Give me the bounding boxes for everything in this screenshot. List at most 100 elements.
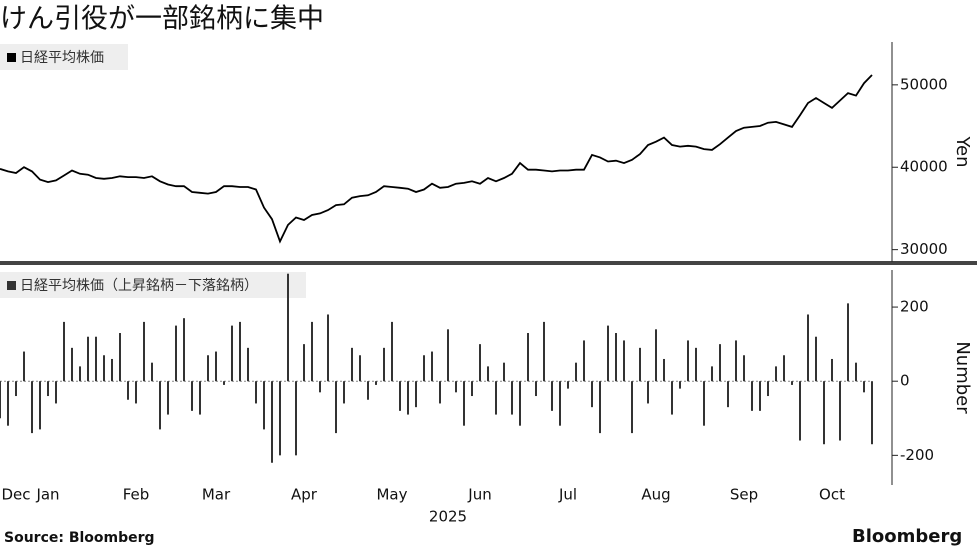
x-tick-label: Oct: [819, 486, 845, 504]
bar: [39, 381, 41, 430]
bar: [295, 381, 297, 456]
bar: [687, 340, 689, 382]
bar: [615, 333, 617, 382]
y-tick-label: 30000: [900, 240, 948, 258]
bar: [55, 381, 57, 404]
bar: [159, 381, 161, 430]
bar: [599, 381, 601, 434]
bar: [0, 381, 1, 419]
bar: [447, 329, 449, 382]
bar: [343, 381, 345, 404]
bar: [839, 381, 841, 441]
bar: [631, 381, 633, 434]
bar: [751, 381, 753, 411]
bar: [511, 381, 513, 415]
x-axis-label: 2025: [429, 508, 467, 526]
bar: [351, 347, 353, 382]
bar: [871, 381, 873, 445]
bar: [799, 381, 801, 441]
bar: [215, 351, 217, 382]
x-tick-label: Jan: [35, 486, 59, 504]
bar: [239, 321, 241, 382]
bar: [335, 381, 337, 434]
bar: [527, 333, 529, 382]
bar: [519, 381, 521, 426]
bar: [639, 347, 641, 382]
bar: [119, 333, 121, 382]
x-tick-label: Dec: [1, 486, 30, 504]
bar: [31, 381, 33, 434]
bar: [479, 344, 481, 382]
panel-divider: [0, 261, 977, 265]
bar: [471, 381, 473, 397]
bar: [279, 381, 281, 456]
bar: [727, 381, 729, 408]
bar: [439, 381, 441, 404]
bar: [663, 358, 665, 382]
chart-title: けん引役が一部銘柄に集中: [0, 4, 324, 35]
bar: [791, 381, 793, 385]
bar: [79, 366, 81, 382]
y-tick-label: 40000: [900, 158, 948, 176]
bar: [743, 355, 745, 382]
bar: [103, 355, 105, 382]
bar: [199, 381, 201, 415]
y-axis-label: Yen: [952, 135, 973, 167]
bar: [775, 366, 777, 382]
bar: [455, 381, 457, 393]
bar: [287, 273, 289, 382]
bar: [823, 381, 825, 445]
bar: [831, 358, 833, 382]
bar: [383, 347, 385, 382]
bar: [271, 381, 273, 463]
bar: [231, 325, 233, 382]
bar: [175, 325, 177, 382]
bar: [855, 362, 857, 382]
bar: [647, 381, 649, 404]
bar: [47, 381, 49, 397]
bar: [591, 381, 593, 408]
bar: [567, 381, 569, 389]
bar: [399, 381, 401, 411]
bar: [783, 355, 785, 382]
source: Source: Bloomberg: [4, 530, 155, 546]
bar: [551, 381, 553, 411]
bar: [319, 381, 321, 393]
bar: [703, 381, 705, 426]
bar: [95, 336, 97, 382]
legend-box: [0, 272, 306, 298]
bar: [15, 381, 17, 397]
x-tick-label: May: [376, 486, 407, 504]
bar: [719, 344, 721, 382]
bar: [391, 321, 393, 382]
y-tick-label: 50000: [900, 75, 948, 93]
bar: [735, 340, 737, 382]
bar: [327, 314, 329, 382]
x-tick-label: Mar: [202, 486, 231, 504]
bar: [487, 366, 489, 382]
legend-swatch: [7, 281, 16, 290]
bar: [63, 321, 65, 382]
bar: [247, 347, 249, 382]
bar: [695, 347, 697, 382]
y-tick-label: 200: [900, 298, 929, 316]
y-axis-label: Number: [952, 341, 973, 414]
bar: [863, 381, 865, 393]
bar: [767, 381, 769, 397]
legend-swatch: [7, 53, 16, 62]
bar: [759, 381, 761, 411]
legend-box: [0, 44, 128, 70]
bar: [311, 321, 313, 382]
bar: [583, 340, 585, 382]
bar: [807, 314, 809, 382]
bar: [71, 347, 73, 382]
bar: [607, 325, 609, 382]
bar: [431, 351, 433, 382]
bar: [679, 381, 681, 389]
bar: [167, 381, 169, 415]
y-tick-label: -200: [900, 446, 934, 464]
bar: [7, 381, 9, 426]
y-tick-label: 0: [900, 372, 910, 390]
bar: [415, 381, 417, 408]
